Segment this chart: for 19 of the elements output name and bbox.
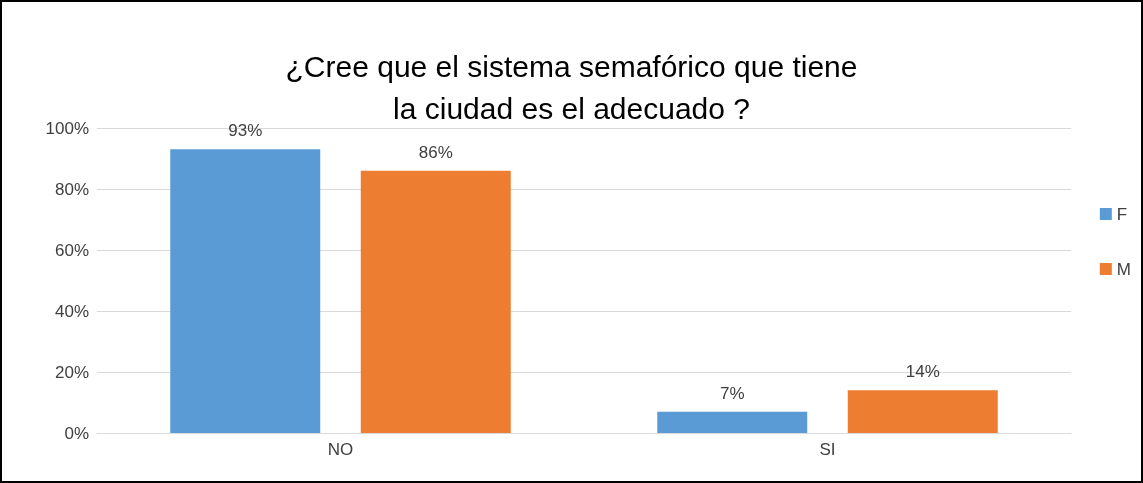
legend-label: M [1116,259,1132,279]
y-tick-label: 60% [54,240,89,260]
y-tick-label: 0% [64,423,89,443]
data-label: 14% [905,362,940,382]
data-label: 86% [418,142,453,162]
y-tick-label: 80% [54,179,89,199]
x-tick-label: SI [819,440,836,459]
chart-title: ¿Cree que el sistema semafórico que tiene la ciudad es el adecuado ? [285,49,858,125]
x-tick-label: NO [327,440,354,459]
bar [847,390,998,433]
bar [360,170,511,433]
y-tick-label: 40% [54,301,89,321]
legend-label: F [1116,204,1128,224]
y-tick-label: 20% [54,362,89,382]
y-tick-label: 100% [45,118,89,138]
data-label: 7% [719,383,745,403]
data-label: 93% [228,121,263,141]
bar [657,411,808,433]
bar [170,149,321,433]
